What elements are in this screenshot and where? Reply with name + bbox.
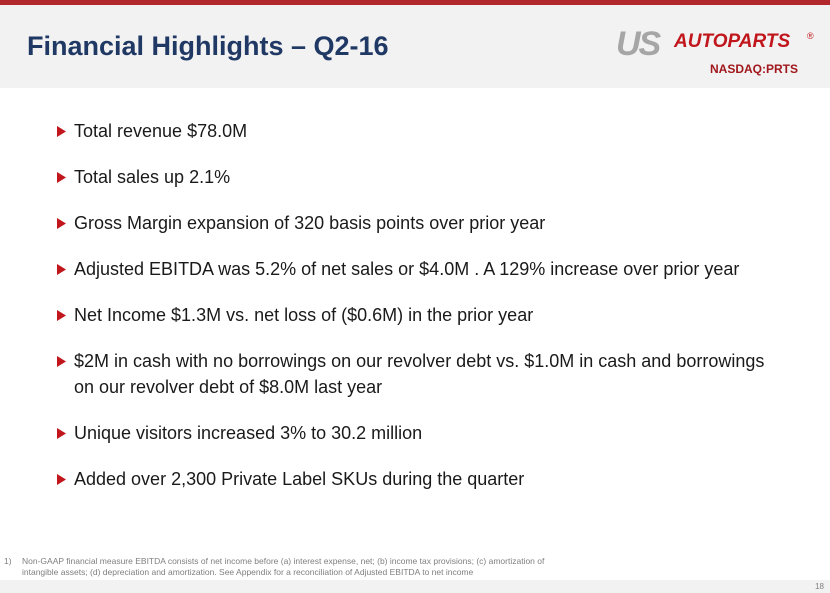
- bullet-text: $2M in cash with no borrowings on our re…: [74, 351, 765, 397]
- bullet-marker: [57, 310, 66, 321]
- slide-title: Financial Highlights – Q2-16: [27, 31, 389, 61]
- page-number: 18: [815, 582, 824, 591]
- bullet-item: Net Income $1.3M vs. net loss of ($0.6M)…: [57, 302, 777, 328]
- bullet-item: Gross Margin expansion of 320 basis poin…: [57, 210, 777, 236]
- bullet-text: Total revenue $78.0M: [74, 121, 248, 141]
- bullet-marker: [57, 172, 66, 183]
- bullet-text: Net Income $1.3M vs. net loss of ($0.6M)…: [74, 305, 534, 325]
- bullet-text: Added over 2,300 Private Label SKUs duri…: [74, 469, 525, 489]
- logo: US AUTOPARTS ® NASDAQ:PRTS: [616, 25, 816, 79]
- bullet-marker: [57, 356, 66, 367]
- bullet-item: Added over 2,300 Private Label SKUs duri…: [57, 466, 777, 492]
- footnote-number: 1): [4, 556, 12, 566]
- footnote-text: Non-GAAP financial measure EBITDA consis…: [22, 556, 545, 577]
- bullet-item: Adjusted EBITDA was 5.2% of net sales or…: [57, 256, 777, 282]
- bullet-item: Total sales up 2.1%: [57, 164, 777, 190]
- top-bar: [0, 0, 830, 5]
- bullet-marker: [57, 474, 66, 485]
- bullet-text: Total sales up 2.1%: [74, 167, 231, 187]
- bullet-marker: [57, 428, 66, 439]
- logo-mark: ®: [807, 31, 814, 41]
- bullet-marker: [57, 264, 66, 275]
- bullet-marker: [57, 126, 66, 137]
- bullet-list: Total revenue $78.0M Total sales up 2.1% G…: [57, 118, 777, 512]
- bullet-marker: [57, 218, 66, 229]
- bullet-text: Adjusted EBITDA was 5.2% of net sales or…: [74, 259, 740, 279]
- bottom-bar: [0, 580, 830, 593]
- logo-us: US: [616, 25, 661, 63]
- bullet-item: Total revenue $78.0M: [57, 118, 777, 144]
- bullet-text: Gross Margin expansion of 320 basis poin…: [74, 213, 546, 233]
- logo-name: AUTOPARTS: [674, 31, 791, 52]
- bullet-item: Unique visitors increased 3% to 30.2 mil…: [57, 420, 777, 446]
- header: Financial Highlights – Q2-16 US AUTOPART…: [0, 5, 830, 88]
- ticker: NASDAQ:PRTS: [710, 62, 799, 76]
- bullet-text: Unique visitors increased 3% to 30.2 mil…: [74, 423, 423, 443]
- bullet-item: $2M in cash with no borrowings on our re…: [57, 348, 777, 400]
